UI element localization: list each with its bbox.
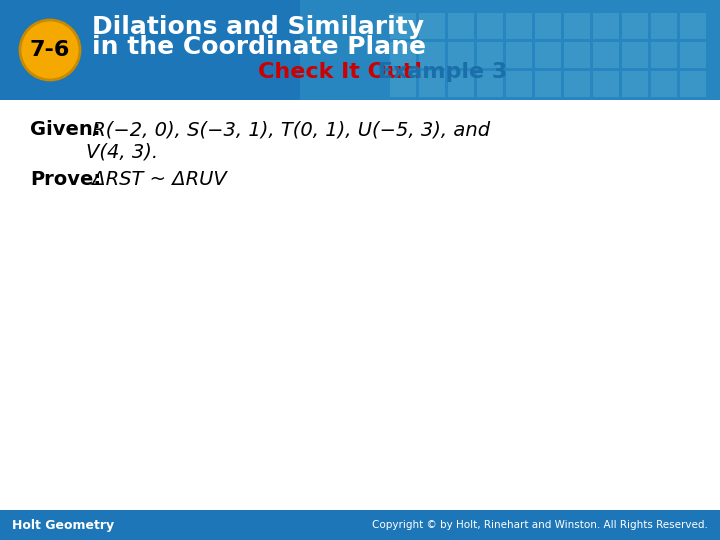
- Circle shape: [20, 20, 80, 80]
- Text: Check It Out!: Check It Out!: [258, 62, 423, 82]
- Bar: [390, 42, 416, 68]
- Bar: [680, 42, 706, 68]
- Bar: [506, 42, 532, 68]
- Text: Copyright © by Holt, Rinehart and Winston. All Rights Reserved.: Copyright © by Holt, Rinehart and Winsto…: [372, 520, 708, 530]
- Bar: [651, 13, 677, 39]
- Bar: [622, 71, 648, 97]
- Bar: [564, 42, 590, 68]
- Text: Prove:: Prove:: [30, 170, 101, 189]
- Bar: [506, 71, 532, 97]
- Bar: [419, 13, 445, 39]
- Bar: [680, 71, 706, 97]
- Bar: [535, 13, 561, 39]
- Bar: [477, 71, 503, 97]
- Bar: [593, 71, 619, 97]
- Text: Holt Geometry: Holt Geometry: [12, 518, 114, 531]
- Bar: [564, 13, 590, 39]
- Bar: [622, 13, 648, 39]
- Text: Example 3: Example 3: [370, 62, 508, 82]
- Bar: [419, 71, 445, 97]
- Text: R(−2, 0), S(−3, 1), T(0, 1), U(−5, 3), and: R(−2, 0), S(−3, 1), T(0, 1), U(−5, 3), a…: [86, 120, 490, 139]
- Text: V(4, 3).: V(4, 3).: [86, 142, 158, 161]
- Bar: [680, 13, 706, 39]
- Bar: [506, 13, 532, 39]
- Text: Given:: Given:: [30, 120, 101, 139]
- Text: ΔRST ~ ΔRUV: ΔRST ~ ΔRUV: [86, 170, 227, 189]
- Bar: [564, 71, 590, 97]
- Text: in the Coordinate Plane: in the Coordinate Plane: [92, 35, 426, 59]
- Bar: [0, 0, 720, 100]
- Bar: [0, 510, 720, 540]
- Bar: [593, 13, 619, 39]
- Bar: [622, 42, 648, 68]
- Bar: [300, 0, 720, 100]
- Bar: [651, 71, 677, 97]
- Text: Dilations and Similarity: Dilations and Similarity: [92, 15, 424, 39]
- Bar: [419, 42, 445, 68]
- Bar: [448, 71, 474, 97]
- Bar: [593, 42, 619, 68]
- Text: 7-6: 7-6: [30, 40, 70, 60]
- Bar: [390, 13, 416, 39]
- Bar: [448, 42, 474, 68]
- Bar: [535, 71, 561, 97]
- Bar: [535, 42, 561, 68]
- Bar: [651, 42, 677, 68]
- Bar: [448, 13, 474, 39]
- Bar: [477, 13, 503, 39]
- Bar: [477, 42, 503, 68]
- Bar: [390, 71, 416, 97]
